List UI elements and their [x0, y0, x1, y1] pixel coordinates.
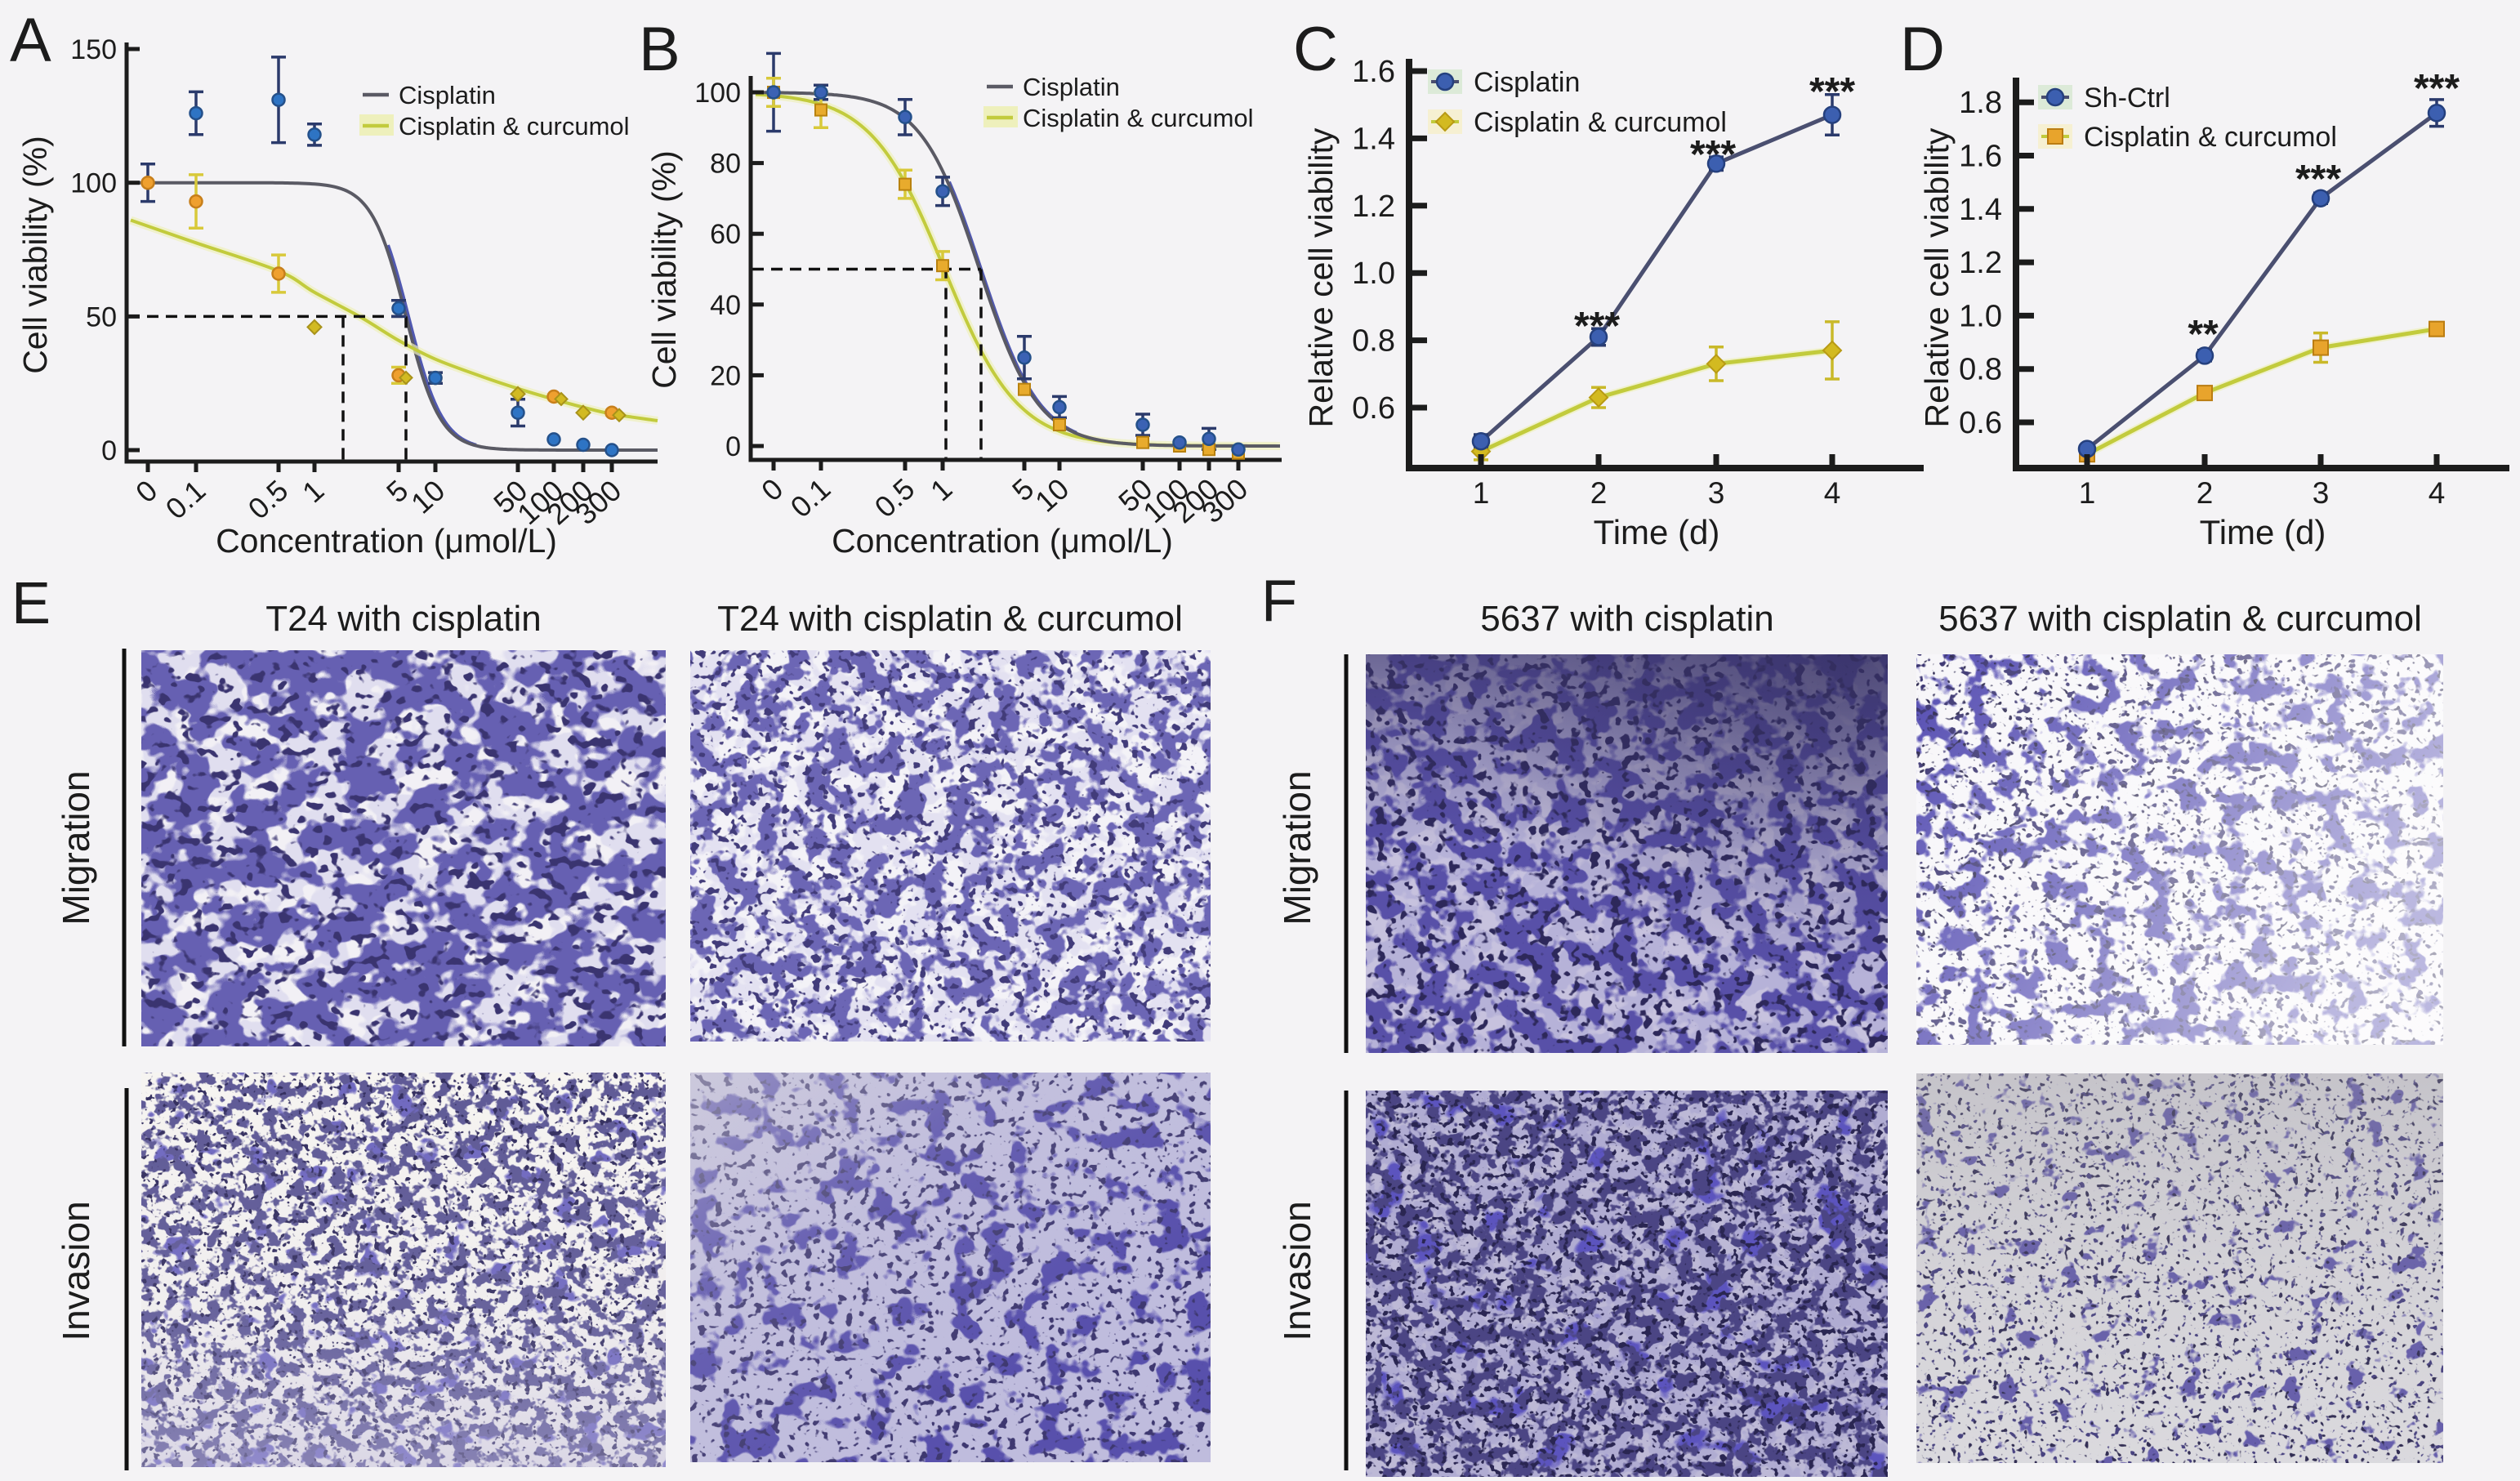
svg-text:***: *** — [1574, 305, 1620, 348]
svg-text:1.6: 1.6 — [1352, 55, 1395, 89]
svg-text:0.6: 0.6 — [1352, 391, 1395, 426]
svg-text:100: 100 — [694, 78, 741, 109]
svg-text:Concentration (μmol/L): Concentration (μmol/L) — [832, 522, 1173, 560]
svg-text:Invasion: Invasion — [1276, 1201, 1318, 1340]
svg-text:Cell viability (%): Cell viability (%) — [16, 136, 54, 374]
svg-text:0.8: 0.8 — [1959, 353, 2002, 387]
svg-text:20: 20 — [710, 360, 741, 391]
svg-text:Cell viability (%): Cell viability (%) — [645, 150, 683, 389]
svg-text:1.0: 1.0 — [1959, 299, 2002, 333]
svg-text:Cisplatin: Cisplatin — [1474, 67, 1580, 98]
svg-text:60: 60 — [710, 219, 741, 250]
svg-text:1: 1 — [2079, 476, 2096, 510]
svg-text:4: 4 — [2429, 476, 2446, 510]
svg-text:5637 with cisplatin & curcumol: 5637 with cisplatin & curcumol — [1938, 599, 2422, 639]
svg-text:150: 150 — [70, 34, 117, 65]
svg-text:Relative cell viability: Relative cell viability — [1918, 127, 1956, 427]
svg-text:Cisplatin & curcumol: Cisplatin & curcumol — [399, 112, 630, 141]
svg-text:1.2: 1.2 — [1959, 246, 2002, 280]
svg-text:0.8: 0.8 — [1352, 324, 1395, 359]
svg-text:80: 80 — [710, 149, 741, 180]
svg-text:Cisplatin: Cisplatin — [399, 81, 496, 109]
svg-text:***: *** — [1809, 70, 1855, 114]
svg-text:40: 40 — [710, 290, 741, 321]
svg-text:1.0: 1.0 — [1352, 256, 1395, 291]
svg-text:5637 with cisplatin: 5637 with cisplatin — [1480, 599, 1774, 639]
svg-text:T24 with cisplatin & curcumol: T24 with cisplatin & curcumol — [717, 599, 1183, 639]
svg-text:1.4: 1.4 — [1959, 193, 2002, 227]
svg-text:1.6: 1.6 — [1959, 140, 2002, 174]
svg-text:Migration: Migration — [55, 770, 97, 925]
svg-text:100: 100 — [70, 168, 117, 199]
svg-text:1: 1 — [1473, 476, 1490, 510]
svg-text:Cisplatin: Cisplatin — [1023, 73, 1120, 101]
svg-text:3: 3 — [1708, 476, 1725, 510]
svg-text:B: B — [639, 15, 680, 84]
svg-text:Sh-Ctrl: Sh-Ctrl — [2084, 83, 2170, 114]
svg-text:1.4: 1.4 — [1352, 122, 1395, 156]
svg-text:2: 2 — [2197, 476, 2214, 510]
svg-text:Migration: Migration — [1276, 770, 1318, 925]
svg-text:Time (d): Time (d) — [2200, 513, 2326, 551]
svg-text:Invasion: Invasion — [55, 1201, 97, 1340]
svg-text:50: 50 — [86, 301, 117, 332]
svg-text:Time (d): Time (d) — [1594, 513, 1720, 551]
svg-text:F: F — [1261, 569, 1297, 634]
svg-text:E: E — [11, 571, 51, 636]
svg-text:0.6: 0.6 — [1959, 406, 2002, 440]
svg-text:0: 0 — [101, 435, 117, 466]
svg-text:0: 0 — [725, 431, 741, 462]
svg-text:3: 3 — [2313, 476, 2330, 510]
svg-text:Cisplatin & curcumol: Cisplatin & curcumol — [1474, 107, 1727, 138]
svg-text:2: 2 — [1590, 476, 1608, 510]
svg-text:A: A — [10, 6, 51, 75]
svg-text:Cisplatin & curcumol: Cisplatin & curcumol — [2084, 122, 2337, 153]
svg-text:1.8: 1.8 — [1959, 86, 2002, 120]
svg-text:***: *** — [1690, 133, 1736, 176]
svg-text:***: *** — [2414, 67, 2460, 110]
svg-text:1.2: 1.2 — [1352, 190, 1395, 224]
svg-text:Relative cell viability: Relative cell viability — [1302, 127, 1340, 427]
svg-text:Concentration (μmol/L): Concentration (μmol/L) — [216, 522, 557, 560]
svg-text:D: D — [1900, 15, 1945, 84]
svg-text:C: C — [1293, 15, 1338, 84]
svg-text:**: ** — [2188, 313, 2219, 356]
svg-text:Cisplatin & curcumol: Cisplatin & curcumol — [1023, 104, 1254, 132]
svg-text:T24 with cisplatin: T24 with cisplatin — [265, 599, 541, 639]
svg-text:4: 4 — [1824, 476, 1841, 510]
svg-text:***: *** — [2295, 158, 2341, 201]
